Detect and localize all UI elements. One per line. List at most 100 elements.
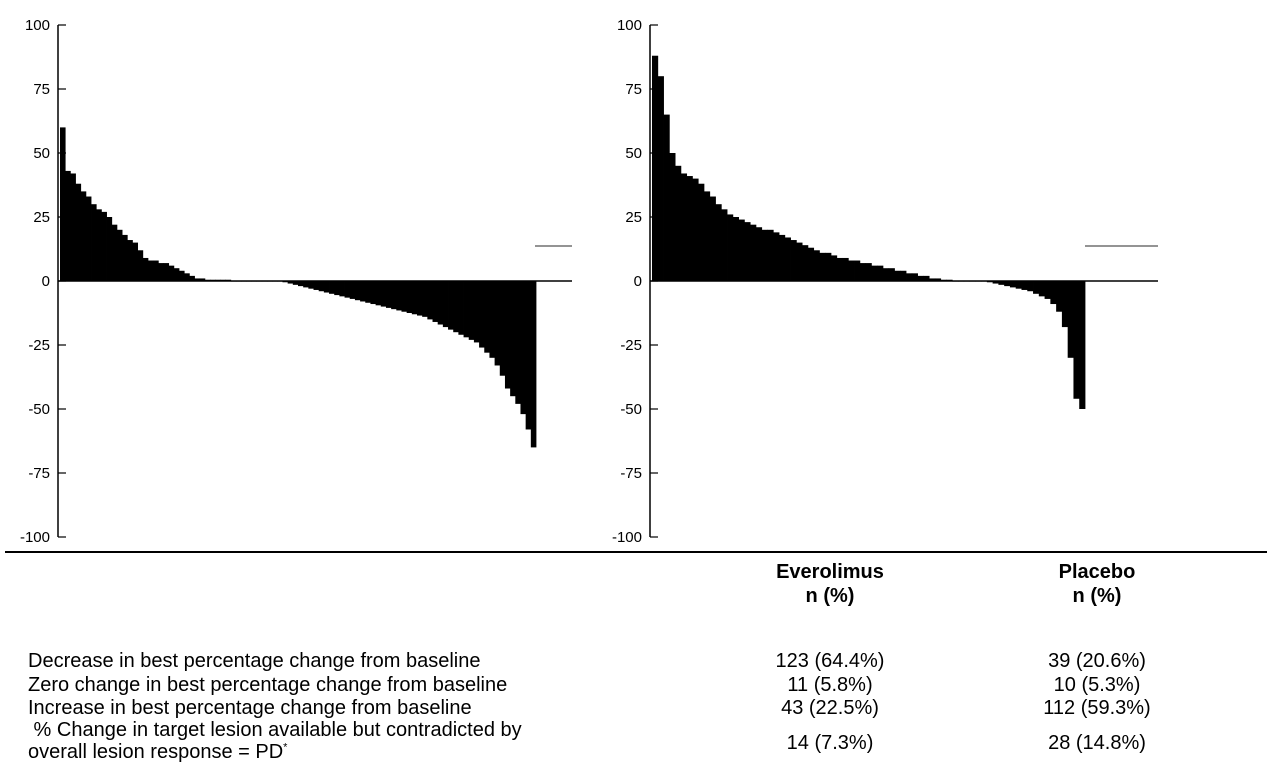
waterfall-bar	[657, 76, 664, 281]
row-label-contradicted-line2: overall lesion response = PD	[28, 741, 284, 763]
waterfall-bar	[1038, 281, 1045, 297]
y-tick-label: -75	[620, 465, 642, 482]
waterfall-bar	[767, 229, 774, 281]
y-tick-label: 50	[625, 145, 642, 162]
y-tick-label: 25	[33, 209, 50, 226]
waterfall-bar	[761, 229, 768, 281]
cell-zero-placebo: 10 (5.3%)	[1053, 674, 1141, 696]
y-tick-label: -25	[28, 337, 50, 354]
waterfall-bar	[168, 265, 175, 281]
y-tick-label: -50	[620, 401, 642, 418]
waterfall-bar	[91, 204, 97, 281]
table-top-rule	[5, 551, 1267, 553]
waterfall-bar	[1044, 281, 1051, 299]
waterfall-bar	[313, 281, 320, 290]
waterfall-bar	[750, 224, 757, 281]
waterfall-bar	[189, 275, 195, 281]
waterfall-bar	[830, 255, 838, 281]
waterfall-bar	[1073, 281, 1080, 399]
waterfall-bar	[298, 281, 304, 287]
cell-decrease-everolimus: 123 (64.4%)	[775, 650, 885, 672]
row-label-decrease: Decrease in best percentage change from …	[28, 650, 481, 672]
waterfall-bar	[106, 217, 113, 281]
cell-decrease-placebo: 39 (20.6%)	[1048, 650, 1146, 672]
waterfall-bar	[1027, 281, 1034, 292]
waterfall-bar	[292, 281, 299, 285]
waterfall-bar	[515, 281, 521, 404]
waterfall-bar	[1050, 281, 1057, 305]
waterfall-bar	[842, 257, 849, 281]
waterfall-bar	[385, 281, 392, 308]
waterfall-bar	[179, 270, 185, 281]
waterfall-bar	[698, 183, 705, 281]
waterfall-bar	[865, 263, 872, 281]
waterfall-bar	[992, 281, 999, 284]
waterfall-bar	[1079, 281, 1086, 409]
waterfall-bar	[888, 268, 895, 281]
waterfall-bar	[111, 224, 118, 281]
col-header-placebo-sub: n (%)	[1072, 585, 1122, 607]
waterfall-bar	[504, 281, 511, 389]
waterfall-bar	[703, 191, 711, 281]
waterfall-bar	[473, 281, 480, 343]
waterfall-bar	[122, 234, 128, 281]
waterfall-bar	[375, 281, 382, 306]
placebo-waterfall-chart: 100 75 50 25 0 -25 -50 -75 -100	[612, 17, 1158, 546]
waterfall-bar	[906, 273, 913, 281]
waterfall-bar	[917, 275, 924, 281]
waterfall-bar	[442, 281, 449, 328]
waterfall-bar	[877, 265, 884, 281]
y-tick-label: -50	[28, 401, 50, 418]
waterfall-bar	[790, 240, 797, 281]
waterfall-bar	[1009, 281, 1017, 288]
waterfall-bar	[318, 281, 325, 292]
waterfall-bar	[329, 281, 335, 294]
waterfall-bar	[101, 211, 107, 281]
waterfall-bar	[96, 209, 102, 281]
waterfall-bar	[173, 268, 180, 281]
waterfall-bar	[184, 273, 190, 281]
row-label-zero: Zero change in best percentage change fr…	[28, 674, 508, 696]
waterfall-bar	[417, 281, 423, 316]
waterfall-bar	[287, 281, 294, 284]
waterfall-bar	[1067, 281, 1074, 358]
y-tick-label: -100	[612, 529, 642, 546]
waterfall-bar	[365, 281, 371, 303]
waterfall-bar	[484, 281, 490, 353]
y-tick-label: 50	[33, 145, 50, 162]
waterfall-bar	[499, 281, 506, 376]
waterfall-bar	[715, 204, 722, 281]
waterfall-bar	[675, 165, 682, 281]
waterfall-bar	[1015, 281, 1022, 289]
waterfall-bar	[1033, 281, 1040, 294]
waterfall-bar	[75, 183, 82, 281]
cell-increase-everolimus: 43 (22.5%)	[781, 697, 879, 719]
y-tick-label: -100	[20, 529, 50, 546]
waterfall-bar	[323, 281, 330, 293]
waterfall-bar	[194, 278, 201, 281]
waterfall-bar	[303, 281, 309, 288]
waterfall-bar	[686, 176, 693, 281]
waterfall-bar	[1056, 281, 1063, 312]
waterfall-bar	[779, 234, 786, 281]
waterfall-bar	[530, 281, 537, 448]
waterfall-bar	[127, 240, 133, 281]
waterfall-bar	[458, 281, 464, 335]
waterfall-bar	[147, 260, 154, 281]
waterfall-bar	[494, 281, 501, 366]
y-tick-label: 100	[617, 17, 642, 34]
waterfall-bar	[732, 217, 739, 281]
waterfall-bar	[396, 281, 402, 311]
waterfall-bar	[479, 281, 485, 348]
footnote-marker: *	[283, 741, 288, 754]
waterfall-bar	[427, 281, 433, 320]
waterfall-bar	[744, 222, 751, 281]
waterfall-bar	[802, 245, 809, 281]
cell-contradicted-everolimus: 14 (7.3%)	[786, 732, 874, 754]
waterfall-bar	[158, 263, 164, 281]
row-label-increase: Increase in best percentage change from …	[28, 697, 472, 719]
waterfall-bar	[680, 173, 688, 281]
cell-contradicted-placebo: 28 (14.8%)	[1048, 732, 1146, 754]
waterfall-bar	[1004, 281, 1011, 287]
y-tick-label: 100	[25, 17, 50, 34]
